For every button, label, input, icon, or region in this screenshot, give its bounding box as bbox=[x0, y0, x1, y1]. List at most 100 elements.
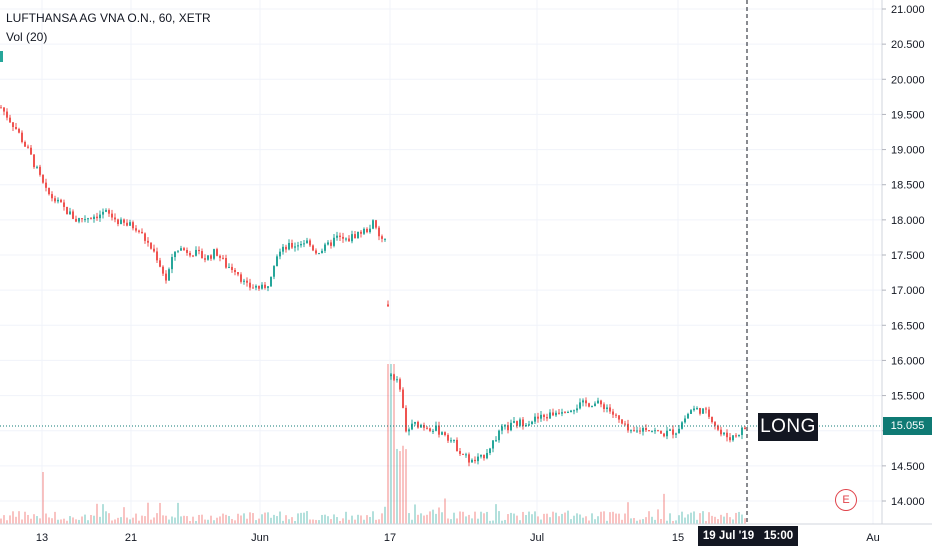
candle-body bbox=[708, 409, 710, 417]
volume-bar bbox=[459, 511, 461, 524]
volume-bar bbox=[279, 511, 281, 524]
volume-bar bbox=[291, 517, 293, 524]
candle-body bbox=[279, 251, 281, 257]
volume-bar bbox=[555, 512, 557, 524]
volume-bar bbox=[501, 520, 503, 524]
candle-body bbox=[684, 418, 686, 423]
candle-body bbox=[57, 199, 59, 202]
volume-bar bbox=[99, 516, 101, 524]
volume-bar bbox=[138, 520, 140, 524]
candle-body bbox=[33, 154, 35, 168]
candle-body bbox=[9, 117, 11, 123]
volume-bar bbox=[627, 502, 629, 524]
volume-bar bbox=[246, 518, 248, 524]
volume-bar bbox=[675, 520, 677, 524]
candle-body bbox=[141, 231, 143, 234]
volume-bar bbox=[300, 512, 302, 524]
candle-body bbox=[417, 421, 419, 428]
candle-body bbox=[516, 421, 518, 426]
candle-body bbox=[732, 435, 734, 441]
candle-body bbox=[654, 430, 656, 432]
volume-bar bbox=[255, 520, 257, 524]
volume-bar bbox=[339, 520, 341, 524]
volume-bar bbox=[546, 513, 548, 524]
candle-body bbox=[363, 228, 365, 234]
candle-body bbox=[366, 228, 368, 233]
symbol-title[interactable]: LUFTHANSA AG VNA O.N., 60, XETR bbox=[6, 11, 211, 25]
price-tick-label: 21.000 bbox=[891, 4, 925, 16]
candle-body bbox=[717, 425, 719, 430]
earnings-icon[interactable]: E bbox=[835, 489, 857, 511]
volume-bar bbox=[423, 515, 425, 524]
volume-bar bbox=[498, 511, 500, 524]
candle-body bbox=[339, 235, 341, 237]
candle-body bbox=[123, 219, 125, 223]
candle-body bbox=[153, 248, 155, 252]
volume-bar bbox=[699, 513, 701, 524]
candle-body bbox=[264, 284, 266, 288]
candle-body bbox=[360, 231, 362, 234]
candle-body bbox=[357, 231, 359, 239]
volume-bar bbox=[78, 519, 80, 524]
volume-bar bbox=[534, 511, 536, 524]
volume-bar bbox=[333, 514, 335, 524]
candle-body bbox=[291, 242, 293, 248]
candle-body bbox=[519, 419, 521, 426]
candle-body bbox=[564, 412, 566, 414]
volume-bar bbox=[573, 515, 575, 524]
volume-bar bbox=[516, 515, 518, 524]
volume-bar bbox=[597, 516, 599, 524]
volume-bar bbox=[12, 511, 14, 524]
candle-body bbox=[723, 432, 725, 435]
candle-body bbox=[309, 240, 311, 246]
candle-body bbox=[120, 219, 122, 225]
candle-body bbox=[285, 246, 287, 250]
volume-bar bbox=[72, 517, 74, 524]
candle-body bbox=[198, 249, 200, 252]
candle-body bbox=[546, 417, 548, 419]
candle-body bbox=[558, 412, 560, 414]
candle-body bbox=[693, 408, 695, 411]
volume-bar bbox=[258, 518, 260, 524]
volume-bar bbox=[411, 519, 413, 524]
volume-bar bbox=[282, 520, 284, 524]
candle-body bbox=[84, 219, 86, 221]
volume-bar bbox=[276, 516, 278, 524]
volume-bar bbox=[270, 517, 272, 524]
volume-bar bbox=[417, 514, 419, 524]
volume-bar bbox=[363, 519, 365, 524]
candle-body bbox=[552, 412, 554, 416]
volume-bar bbox=[243, 513, 245, 524]
volume-bar bbox=[510, 512, 512, 524]
volume-bar bbox=[399, 451, 401, 524]
price-tick-label: 17.000 bbox=[891, 285, 925, 297]
candle-body bbox=[30, 147, 32, 155]
time-tick-label: 21 bbox=[125, 532, 137, 544]
candle-body bbox=[618, 415, 620, 420]
volume-indicator-label[interactable]: Vol (20) bbox=[6, 30, 48, 44]
candle-body bbox=[132, 222, 134, 229]
candle-body bbox=[81, 218, 83, 220]
candle-body bbox=[231, 266, 233, 270]
candle-body bbox=[327, 242, 329, 245]
candle-body bbox=[705, 408, 707, 410]
price-tick-label: 20.000 bbox=[891, 74, 925, 86]
volume-bar bbox=[645, 517, 647, 524]
candle-body bbox=[93, 216, 95, 219]
volume-bars bbox=[0, 364, 746, 524]
time-tick-label: Jul bbox=[530, 532, 544, 544]
time-tick-label: Jun bbox=[251, 532, 269, 544]
volume-bar bbox=[612, 511, 614, 524]
volume-bar bbox=[471, 518, 473, 524]
candle-body bbox=[243, 280, 245, 282]
candle-body bbox=[462, 453, 464, 455]
candle-body bbox=[513, 421, 515, 423]
volume-bar bbox=[90, 514, 92, 524]
candle-body bbox=[576, 408, 578, 411]
volume-bar bbox=[483, 513, 485, 524]
candle-body bbox=[312, 245, 314, 251]
candle-body bbox=[729, 437, 731, 441]
candle-body bbox=[570, 410, 572, 413]
candle-body bbox=[159, 260, 161, 267]
